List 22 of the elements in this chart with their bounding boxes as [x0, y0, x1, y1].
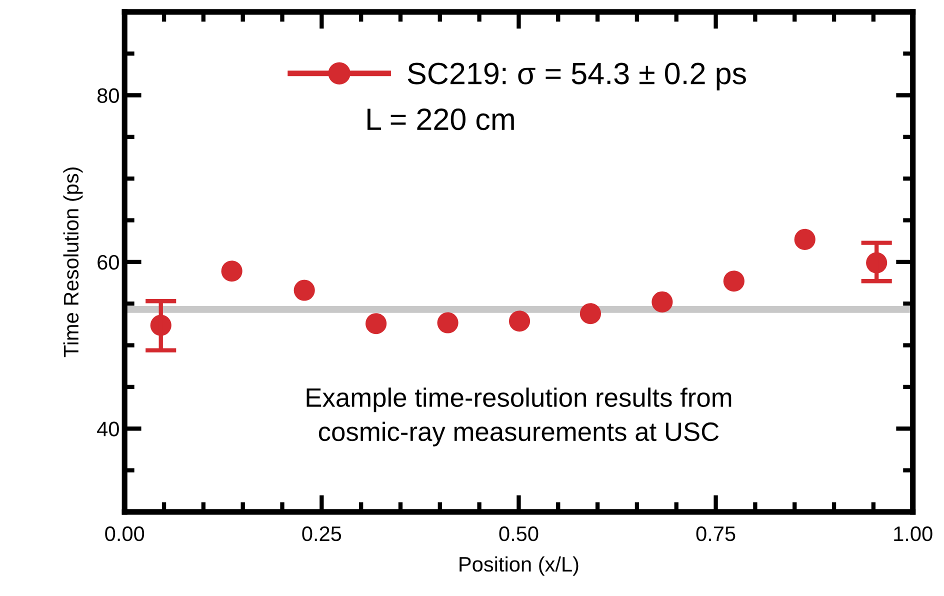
y-axis-title: Time Resolution (ps) — [63, 168, 83, 358]
point — [294, 280, 315, 301]
y-tick-label: 80 — [97, 88, 119, 104]
point — [723, 270, 744, 292]
x-axis-title: Position (x/L) — [460, 556, 578, 576]
point — [221, 260, 242, 282]
point — [508, 310, 530, 332]
annotation: L = 220 cm — [368, 108, 514, 130]
point — [794, 228, 816, 250]
x-tick-label: 1.00 — [894, 526, 932, 542]
point — [652, 291, 673, 312]
point — [366, 313, 387, 334]
y-tick-label: 40 — [97, 422, 119, 436]
legend-label: SC219: σ = 54.3 ± 0.2 ps — [408, 62, 746, 90]
point — [437, 312, 458, 334]
x-tick-label: 0.50 — [499, 526, 538, 542]
y-tick-label: 60 — [98, 254, 119, 270]
x-tick-label: 0.75 — [696, 526, 736, 542]
x-tick-label: 0.00 — [105, 526, 144, 542]
x-tick-label: 0.25 — [302, 526, 342, 542]
point — [580, 303, 601, 324]
annotation: Example time-resolution results from cosmic-ray measurements at USC — [306, 388, 732, 446]
